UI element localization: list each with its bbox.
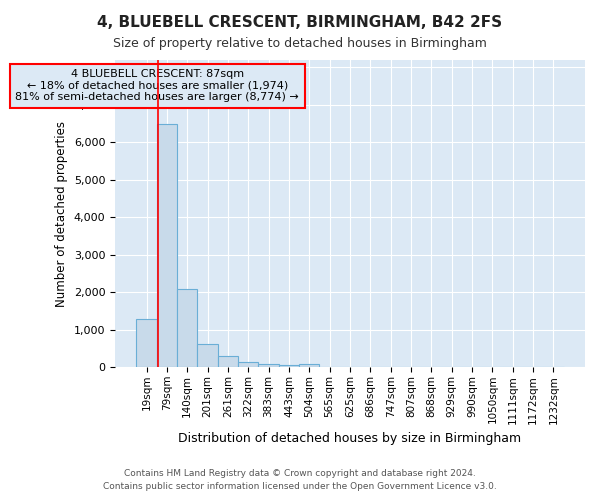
Bar — [238, 362, 259, 368]
Y-axis label: Number of detached properties: Number of detached properties — [55, 120, 68, 306]
Bar — [279, 366, 299, 368]
Bar — [136, 318, 157, 368]
Bar — [197, 344, 218, 367]
Bar — [157, 124, 177, 368]
Bar — [218, 356, 238, 368]
Text: 4 BLUEBELL CRESCENT: 87sqm
← 18% of detached houses are smaller (1,974)
81% of s: 4 BLUEBELL CRESCENT: 87sqm ← 18% of deta… — [16, 69, 299, 102]
Bar — [177, 288, 197, 368]
X-axis label: Distribution of detached houses by size in Birmingham: Distribution of detached houses by size … — [178, 432, 521, 445]
Text: Size of property relative to detached houses in Birmingham: Size of property relative to detached ho… — [113, 38, 487, 51]
Bar — [259, 364, 279, 368]
Text: Contains HM Land Registry data © Crown copyright and database right 2024.
Contai: Contains HM Land Registry data © Crown c… — [103, 469, 497, 491]
Bar — [299, 364, 319, 368]
Text: 4, BLUEBELL CRESCENT, BIRMINGHAM, B42 2FS: 4, BLUEBELL CRESCENT, BIRMINGHAM, B42 2F… — [97, 15, 503, 30]
